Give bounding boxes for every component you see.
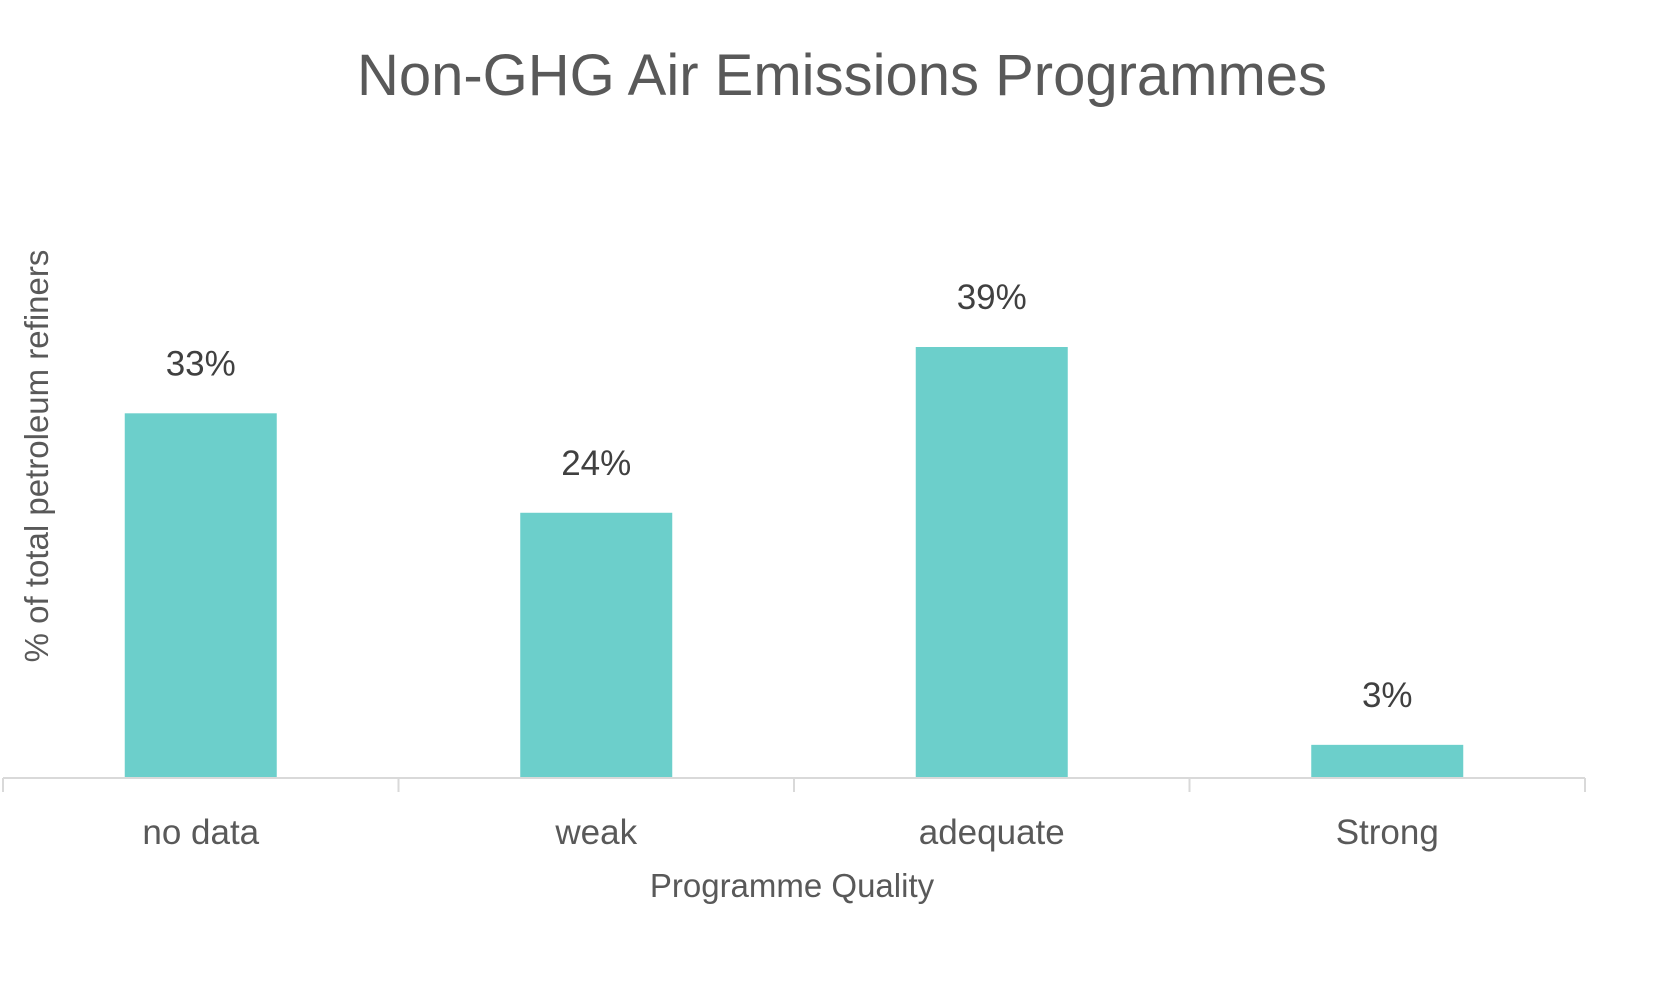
x-axis-label: Programme Quality [650, 867, 935, 904]
y-axis-label: % of total petroleum refiners [18, 250, 55, 663]
x-tick-label-0: no data [142, 813, 259, 852]
bar-1 [520, 512, 673, 778]
data-label-0: 33% [166, 344, 236, 383]
data-label-1: 24% [561, 444, 631, 483]
bar-0 [124, 413, 277, 778]
x-tick-label-2: adequate [919, 813, 1065, 852]
bar-3 [1311, 744, 1464, 778]
bar-2 [915, 347, 1068, 778]
x-tick-label-1: weak [554, 813, 637, 852]
x-tick-label-3: Strong [1336, 813, 1439, 852]
plot-area: 33% no data 24% weak 39% adequate 3% Strong [2, 278, 1586, 852]
data-label-3: 3% [1362, 676, 1413, 715]
data-label-2: 39% [957, 278, 1027, 317]
chart-title: Non-GHG Air Emissions Programmes [357, 43, 1327, 108]
